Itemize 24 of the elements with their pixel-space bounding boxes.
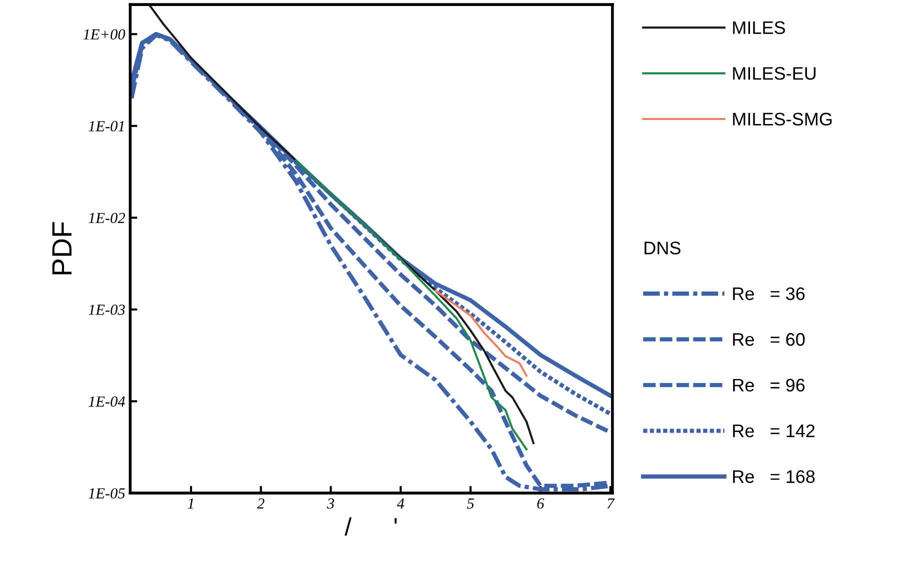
y-tick-label: 1E-01 bbox=[88, 121, 124, 132]
x-tick-label: 1 bbox=[188, 498, 194, 509]
y-tick-label: 1E-02 bbox=[88, 212, 126, 224]
legend-label: MILES bbox=[733, 21, 785, 34]
y-tick-label: 1E-05 bbox=[88, 488, 125, 498]
legend-label: Re = 96 bbox=[733, 378, 805, 392]
legend-label: MILES-EU bbox=[733, 67, 816, 80]
y-tick-label: 1E+00 bbox=[83, 29, 126, 40]
y-tick-label: 1E-04 bbox=[88, 396, 126, 407]
y-tick-label: 1E-03 bbox=[88, 304, 125, 315]
legend-label: Re = 168 bbox=[733, 470, 815, 483]
x-tick-label: 6 bbox=[537, 498, 544, 509]
x-tick-label: 5 bbox=[466, 498, 474, 509]
x-tick-label: 7 bbox=[607, 498, 615, 509]
legend-title: DNS bbox=[644, 242, 680, 254]
x-tick-label: 2 bbox=[257, 498, 264, 509]
legend-label: Re = 36 bbox=[733, 287, 805, 300]
x-axis-title: / ' bbox=[344, 517, 397, 536]
x-tick-label: 3 bbox=[326, 498, 334, 509]
y-axis-title: PDF bbox=[52, 222, 72, 274]
legend-label: Re = 60 bbox=[733, 333, 805, 346]
legend-label: Re = 142 bbox=[733, 424, 815, 438]
legend-label: MILES-SMG bbox=[733, 112, 832, 126]
x-tick-label: 4 bbox=[396, 498, 404, 509]
